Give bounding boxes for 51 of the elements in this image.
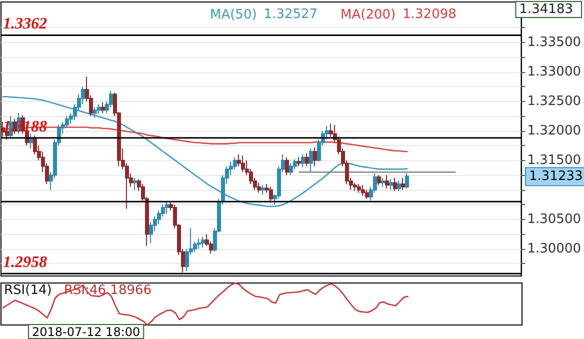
candlestick	[297, 156, 301, 167]
candlestick	[29, 133, 33, 150]
candlestick	[357, 183, 361, 194]
candlestick	[101, 102, 105, 114]
y-tick-label: 1.31500	[527, 152, 582, 168]
candlestick	[393, 178, 397, 192]
y-tick-label: 1.33500	[527, 34, 582, 50]
y-tick-label: 1.30000	[527, 241, 582, 256]
candlestick	[385, 174, 389, 190]
ref-line-label: 1.2958	[3, 254, 47, 272]
ref-line-label: 1.3362	[3, 16, 47, 33]
annotation: 1.32527	[264, 7, 318, 22]
text: 1.31233	[529, 169, 583, 184]
line-series	[2, 96, 408, 208]
candlestick	[241, 155, 245, 173]
candlestick	[305, 152, 309, 167]
y-tick-label: 1.32500	[527, 94, 582, 109]
ref-line-label: 1.3188	[3, 118, 47, 136]
candlestick	[269, 186, 273, 202]
candlestick	[165, 201, 169, 214]
y-tick-label: 1.33000	[527, 64, 582, 80]
candlestick	[133, 178, 137, 190]
candlestick	[381, 178, 385, 188]
annotation: 2018-07-12 18:00	[32, 325, 140, 339]
candlestick	[361, 184, 365, 196]
candlestick	[93, 106, 97, 118]
candlestick	[257, 182, 261, 194]
candlestick	[353, 182, 357, 192]
candlestick	[289, 162, 293, 176]
candlestick	[285, 156, 289, 176]
text: MA(50)	[210, 8, 257, 22]
candlestick	[301, 154, 305, 168]
candlestick	[1, 121, 5, 138]
y-tick-label: 1.30500	[527, 212, 582, 227]
candlestick	[309, 148, 313, 173]
y-tick-label: 1.32000	[527, 123, 582, 138]
candlestick	[201, 236, 205, 248]
candlestick	[313, 146, 317, 167]
candlestick	[365, 189, 369, 200]
candlestick	[397, 180, 401, 192]
candlestick	[401, 178, 405, 190]
text: MA(200)	[340, 8, 396, 22]
candlestick	[377, 174, 381, 186]
candlestick	[97, 104, 101, 115]
annotation: 1.32098	[402, 7, 456, 22]
candlestick	[405, 172, 409, 190]
candlestick	[389, 178, 393, 190]
candlestick	[261, 184, 265, 196]
annotation: 1.34183	[519, 2, 574, 17]
candlestick	[197, 238, 201, 250]
chart-title: RSI(14)	[4, 283, 52, 298]
